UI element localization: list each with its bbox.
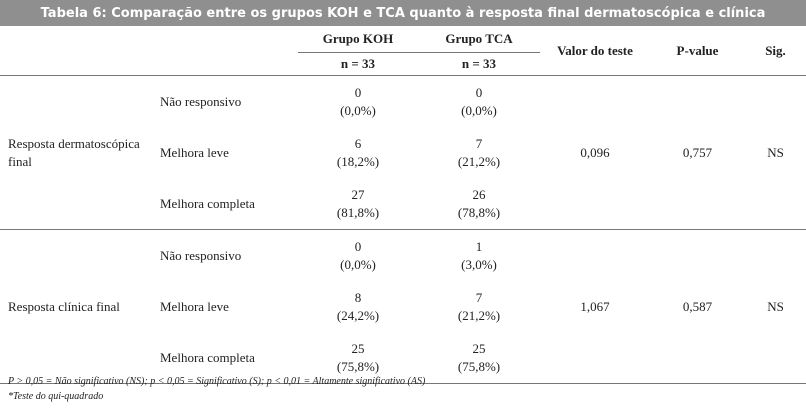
koh-cell-percent: (18,2%) xyxy=(336,153,380,169)
response-level: Melhora leve xyxy=(160,144,229,160)
table-row: Resposta dermatoscópica final Não respons… xyxy=(0,75,806,230)
tca-cell-percent: (21,2%) xyxy=(457,307,501,323)
tca-cell: 7 (21,2%) xyxy=(418,281,540,332)
header-row: Grupo KOH Grupo TCA Valor do teste P-val… xyxy=(0,26,806,76)
table-title: Tabela 6: Comparação entre os grupos KOH… xyxy=(0,0,806,26)
tca-cell-percent: (0,0%) xyxy=(461,102,497,118)
table-title-text: Tabela 6: Comparação entre os grupos KOH… xyxy=(40,5,766,21)
tca-cell-count: 1 xyxy=(475,238,483,254)
tca-cell-count: 25 xyxy=(472,340,486,356)
koh-cell-count: 25 xyxy=(351,340,365,356)
table-row: Resposta clínica final Não responsivo 0 (0,… xyxy=(0,229,806,384)
tca-cell: 25 (75,8%) xyxy=(418,332,540,384)
response-level: Melhora completa xyxy=(158,332,298,384)
koh-cell-count: 0 xyxy=(354,84,362,100)
koh-cell: 0 (0,0%) xyxy=(298,76,418,128)
koh-cell-percent: (81,8%) xyxy=(336,204,380,220)
tca-cell-percent: (3,0%) xyxy=(461,256,497,272)
koh-cell-count: 27 xyxy=(351,186,365,202)
koh-cell-count: 8 xyxy=(354,289,362,305)
response-level: Melhora leve xyxy=(160,298,229,314)
tca-cell: 7 (21,2%) xyxy=(418,127,540,178)
tca-cell: 0 (0,0%) xyxy=(418,76,540,128)
footnote-test: *Teste do qui-quadrado xyxy=(8,391,104,402)
test-value: 1,067 xyxy=(540,229,650,384)
test-value: 0,096 xyxy=(540,75,650,230)
table-row: Melhora completa 25 (75,8%) 25 (75,8%) xyxy=(0,332,806,384)
tca-cell-count: 26 xyxy=(472,186,486,202)
header-test-value: Valor do teste xyxy=(540,26,650,76)
tca-cell: 26 (78,8%) xyxy=(418,178,540,230)
koh-cell-percent: (24,2%) xyxy=(336,307,380,323)
tca-cell: 1 (3,0%) xyxy=(418,230,540,282)
tca-cell-count: 7 xyxy=(475,135,483,151)
tca-cell-count: 7 xyxy=(475,289,483,305)
header-group-tca: Grupo TCA xyxy=(445,31,513,46)
koh-cell-percent: (75,8%) xyxy=(336,358,380,374)
header-p-value: P-value xyxy=(650,26,745,76)
header-significance: Sig. xyxy=(745,26,806,76)
response-level: Não responsivo xyxy=(160,247,242,263)
koh-cell: 0 (0,0%) xyxy=(298,230,418,282)
header-group-koh: Grupo KOH xyxy=(322,31,394,46)
section-label: Resposta dermatoscópica final xyxy=(0,75,158,230)
tca-cell-percent: (75,8%) xyxy=(457,358,501,374)
tca-cell-percent: (21,2%) xyxy=(457,153,501,169)
table-body: Resposta dermatoscópica final Não respons… xyxy=(0,75,806,384)
table-row: Melhora leve 6 (18,2%) 7 (21,2%) xyxy=(0,127,806,178)
footnote-significance: P > 0,05 = Não significativo (NS); p < 0… xyxy=(8,376,426,387)
koh-cell-count: 0 xyxy=(354,238,362,254)
section-label: Resposta clínica final xyxy=(0,229,158,384)
p-value: 0,587 xyxy=(650,229,745,384)
response-level: Não responsivo xyxy=(160,93,242,109)
significance: NS xyxy=(745,229,806,384)
koh-cell-count: 6 xyxy=(354,135,362,151)
koh-cell-percent: (0,0%) xyxy=(340,102,376,118)
tca-cell-percent: (78,8%) xyxy=(457,204,501,220)
response-level: Melhora completa xyxy=(158,178,298,230)
koh-cell: 6 (18,2%) xyxy=(298,127,418,178)
header-blank xyxy=(0,26,158,76)
header-n-tca: n = 33 xyxy=(418,52,540,76)
results-table: Grupo KOH Grupo TCA Valor do teste P-val… xyxy=(0,26,806,384)
p-value: 0,757 xyxy=(650,75,745,230)
koh-cell: 8 (24,2%) xyxy=(298,281,418,332)
header-n-koh: n = 33 xyxy=(298,52,418,76)
table-row: Melhora leve 8 (24,2%) 7 (21,2%) xyxy=(0,281,806,332)
significance: NS xyxy=(745,75,806,230)
koh-cell: 25 (75,8%) xyxy=(298,332,418,384)
koh-cell: 27 (81,8%) xyxy=(298,178,418,230)
koh-cell-percent: (0,0%) xyxy=(340,256,376,272)
header-n-row: n = 33 n = 33 xyxy=(0,52,806,76)
table-row: Melhora completa 27 (81,8%) 26 (78,8%) xyxy=(0,178,806,230)
tca-cell-count: 0 xyxy=(475,84,483,100)
header-blank xyxy=(158,26,298,76)
footnotes: P > 0,05 = Não significativo (NS); p < 0… xyxy=(8,374,425,404)
